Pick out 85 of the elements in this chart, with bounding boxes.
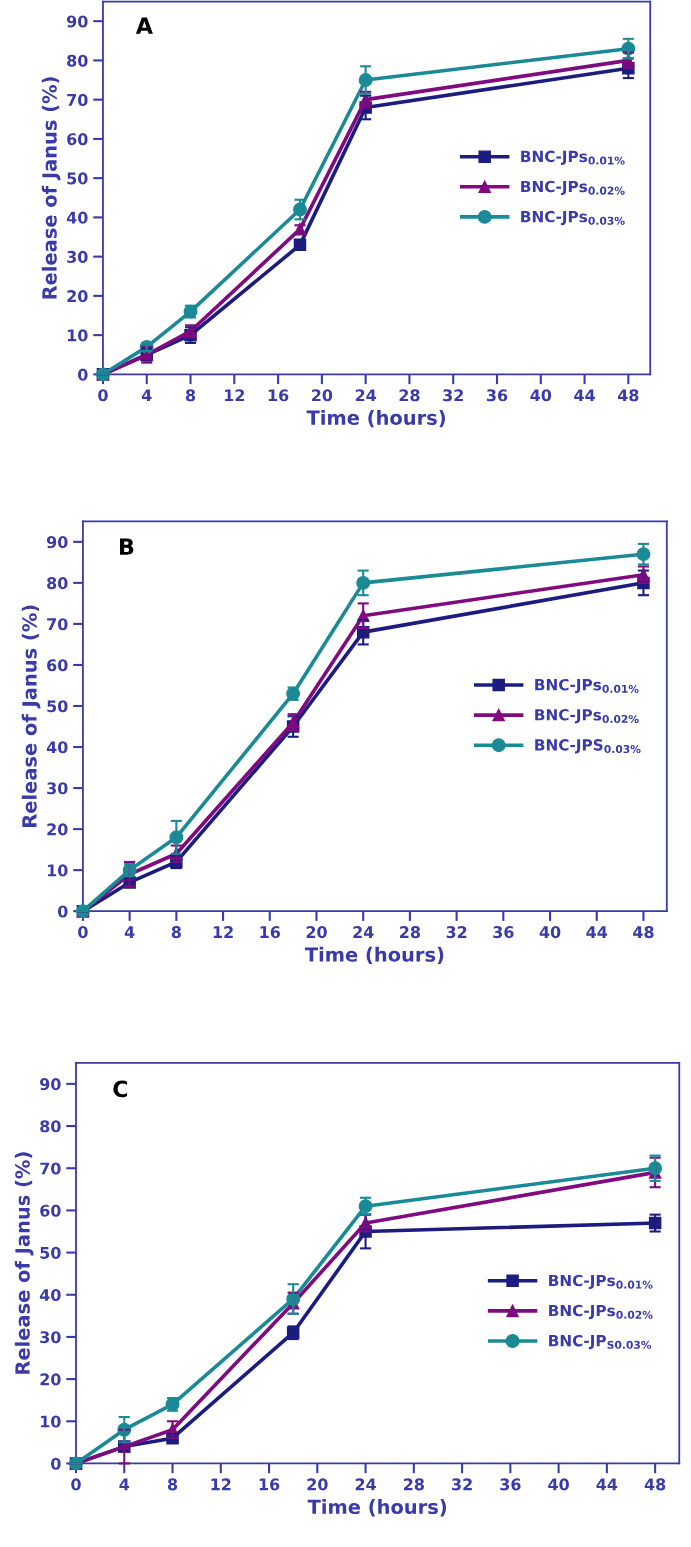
y-tick-label: 20 xyxy=(40,1373,61,1386)
legend-label: BNC-JP$_{S0.03%}$ xyxy=(549,1334,652,1350)
x-tick-label: 24 xyxy=(355,1478,376,1491)
y-tick-label: 40 xyxy=(46,741,68,754)
legend-label: BNC-JPS$_{0.03%}$ xyxy=(535,739,641,754)
y-tick-label: 40 xyxy=(39,1288,61,1302)
x-tick-label: 36 xyxy=(493,926,514,939)
y-tick-label: 0 xyxy=(57,905,68,918)
y-tick-label: 30 xyxy=(47,782,68,795)
y-tick-label: 10 xyxy=(67,329,88,342)
x-tick-label: 12 xyxy=(213,926,233,938)
y-tick-label: 80 xyxy=(67,54,88,67)
y-tick-label: 10 xyxy=(47,864,68,877)
x-tick-label: 48 xyxy=(644,1478,666,1491)
x-tick-label: 12 xyxy=(211,1478,231,1491)
y-tick-label: 90 xyxy=(66,15,88,28)
y-tick-label: 90 xyxy=(46,536,68,549)
x-tick-label: 36 xyxy=(500,1478,521,1491)
x-tick-label: 8 xyxy=(185,389,196,402)
legend-label: BNC-JPs$_{0.02%}$ xyxy=(535,709,639,724)
legend-label: BNC-JPs$_{0.01%}$ xyxy=(535,678,639,694)
x-tick-label: 16 xyxy=(268,389,289,402)
x-axis-title: Time (hours) xyxy=(304,946,444,965)
x-tick-label: 16 xyxy=(260,926,281,939)
x-tick-label: 32 xyxy=(446,926,467,939)
legend-label: BNC-JPs$_{0.03%}$ xyxy=(521,210,625,226)
text: B xyxy=(120,538,134,555)
x-tick-label: 4 xyxy=(124,926,135,938)
y-tick-label: 60 xyxy=(67,133,88,146)
y-tick-label: 0 xyxy=(51,1457,61,1470)
y-tick-label: 90 xyxy=(40,1078,61,1091)
x-tick-label: 48 xyxy=(617,389,639,402)
x-tick-label: 0 xyxy=(98,389,108,402)
y-tick-label: 20 xyxy=(47,823,68,836)
x-tick-label: 28 xyxy=(400,926,421,939)
y-tick-label: 20 xyxy=(67,290,88,303)
y-tick-label: 30 xyxy=(40,1331,61,1344)
x-tick-label: 32 xyxy=(443,389,463,402)
y-axis-title: Release of Janus (%) xyxy=(14,1152,34,1374)
x-tick-label: 20 xyxy=(312,389,333,402)
y-tick-label: 50 xyxy=(47,700,68,713)
y-axis-title: Release of Janus (%) xyxy=(41,77,61,299)
y-tick-label: 30 xyxy=(67,250,88,263)
x-tick-label: 28 xyxy=(403,1478,424,1491)
y-tick-label: 10 xyxy=(41,1415,61,1428)
legend-label: BNC-JPs$_{0.01%}$ xyxy=(521,150,625,165)
x-tick-label: 4 xyxy=(119,1478,130,1491)
x-tick-label: 4 xyxy=(141,389,152,402)
y-tick-label: 60 xyxy=(47,659,68,672)
x-tick-label: 28 xyxy=(399,389,420,402)
x-tick-label: 44 xyxy=(574,389,595,402)
text: A xyxy=(135,17,153,34)
x-tick-label: 40 xyxy=(539,926,561,939)
y-tick-label: 60 xyxy=(40,1204,61,1217)
x-tick-label: 12 xyxy=(224,389,245,402)
x-tick-label: 36 xyxy=(486,389,508,402)
x-tick-label: 40 xyxy=(548,1478,569,1491)
y-tick-label: 80 xyxy=(40,1120,61,1133)
x-tick-label: 24 xyxy=(353,926,374,938)
x-tick-label: 8 xyxy=(171,926,181,939)
x-tick-label: 8 xyxy=(167,1478,178,1491)
x-tick-label: 16 xyxy=(259,1478,280,1491)
y-tick-label: 0 xyxy=(78,368,88,381)
x-tick-label: 20 xyxy=(306,926,327,939)
legend-label: BNC-JPs$_{0.02%}$ xyxy=(521,180,625,196)
x-axis-title: Time (hours) xyxy=(307,1499,447,1517)
y-tick-label: 70 xyxy=(40,1162,61,1175)
y-tick-label: 50 xyxy=(67,172,88,185)
y-tick-label: 80 xyxy=(47,577,68,590)
x-axis-title: Time (hours) xyxy=(306,409,445,428)
legend-label: BNC-JPs$_{0.02%}$ xyxy=(549,1304,653,1320)
x-tick-label: 40 xyxy=(530,389,552,402)
x-tick-label: 44 xyxy=(586,926,608,938)
y-tick-label: 70 xyxy=(47,618,68,631)
x-tick-label: 20 xyxy=(307,1478,328,1491)
x-tick-label: 32 xyxy=(452,1478,472,1491)
y-tick-label: 70 xyxy=(67,93,88,106)
legend-label: BNC-JPs$_{0.01%}$ xyxy=(549,1274,653,1290)
x-tick-label: 44 xyxy=(596,1478,618,1491)
text: C xyxy=(113,1080,128,1098)
y-axis-title: Release of Janus (%) xyxy=(21,605,41,827)
x-tick-label: 48 xyxy=(633,926,654,939)
y-tick-label: 40 xyxy=(66,211,88,224)
y-tick-label: 50 xyxy=(40,1246,61,1259)
x-tick-label: 24 xyxy=(355,389,377,402)
